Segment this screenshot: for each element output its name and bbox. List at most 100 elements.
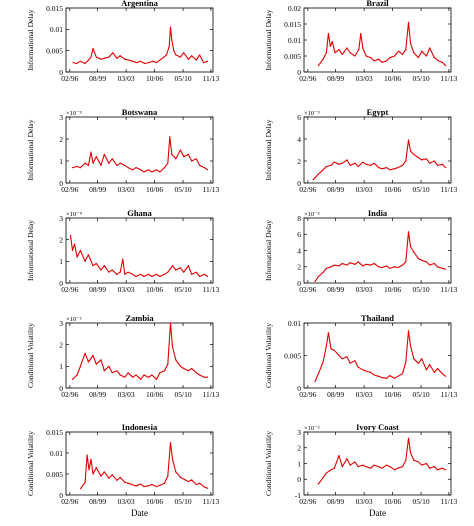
data-point <box>441 373 443 375</box>
x-tick-label: 03/03 <box>356 285 373 294</box>
data-point <box>370 371 372 373</box>
y-tick-label: 0.01 <box>288 36 301 45</box>
x-tick-label: 05/10 <box>413 74 430 83</box>
data-point <box>203 486 205 488</box>
data-point <box>409 245 412 248</box>
data-point <box>140 378 142 380</box>
x-tick-label: 10/06 <box>384 390 401 399</box>
data-point <box>155 62 158 64</box>
data-point <box>76 374 78 376</box>
x-tick-label: 03/03 <box>118 74 135 83</box>
data-point <box>86 454 88 456</box>
data-point <box>370 57 372 59</box>
data-point <box>333 264 335 266</box>
x-tick-label: 11/13 <box>440 74 457 83</box>
x-tick-label: 10/06 <box>384 497 401 506</box>
data-point <box>393 469 396 471</box>
data-point <box>421 358 423 360</box>
data-point <box>325 52 327 54</box>
data-point <box>417 461 420 463</box>
data-point <box>401 264 404 266</box>
data-point <box>187 265 189 267</box>
data-point <box>325 345 327 347</box>
y-axis-multiplier: ×10⁻³ <box>66 316 82 323</box>
data-point <box>163 273 166 275</box>
data-point <box>330 164 332 166</box>
data-point <box>425 261 427 263</box>
data-point <box>140 60 142 62</box>
data-point <box>338 354 340 357</box>
data-point <box>381 467 383 469</box>
chart-title: Indonesia <box>122 422 158 432</box>
x-tick-label: 08/99 <box>89 74 106 83</box>
data-point <box>143 275 145 278</box>
data-point <box>373 60 375 62</box>
data-point <box>151 374 153 376</box>
data-point <box>346 458 348 460</box>
data-point <box>175 158 177 160</box>
x-tick-label: 02/96 <box>61 74 78 83</box>
data-point <box>122 258 124 260</box>
data-point <box>330 348 332 350</box>
y-tick-label: 3 <box>59 113 63 122</box>
plot-frame <box>303 217 452 284</box>
x-tick-label: 11/13 <box>202 390 219 399</box>
data-point <box>425 462 427 465</box>
data-point <box>401 466 404 468</box>
data-point <box>148 273 150 275</box>
x-tick-label: 05/10 <box>175 74 192 83</box>
data-point <box>140 169 142 171</box>
data-point <box>108 365 110 367</box>
data-point <box>132 273 134 275</box>
data-point <box>175 269 177 271</box>
data-point <box>409 150 412 152</box>
data-point <box>175 54 177 56</box>
data-point <box>317 173 320 175</box>
data-point <box>357 261 359 263</box>
data-point <box>84 481 86 483</box>
y-tick-label: 3 <box>59 214 63 223</box>
data-point <box>325 165 327 168</box>
data-point <box>389 466 391 468</box>
data-point <box>433 371 435 373</box>
data-point <box>132 484 134 486</box>
x-tick-label: 05/10 <box>413 390 430 399</box>
data-point <box>373 464 375 466</box>
y-tick-label: -1 <box>295 491 301 500</box>
data-point <box>206 487 209 489</box>
data-point <box>397 467 399 469</box>
data-point <box>417 57 420 59</box>
data-point <box>330 266 332 268</box>
data-point <box>132 60 134 62</box>
data-point <box>132 376 134 378</box>
data-point <box>195 483 197 486</box>
y-axis-label: Conditional Volatility <box>26 323 35 388</box>
data-point <box>421 464 423 466</box>
data-point <box>314 280 316 282</box>
data-point <box>437 60 439 62</box>
data-point <box>116 370 118 372</box>
data-point <box>317 65 320 67</box>
data-point <box>195 372 197 374</box>
data-point <box>365 263 367 265</box>
data-point <box>349 262 351 264</box>
data-point <box>171 39 173 41</box>
data-point <box>103 265 105 267</box>
data-point <box>338 163 340 165</box>
data-point <box>405 49 407 51</box>
y-axis-label: Conditional Volatility <box>264 431 273 496</box>
data-point <box>437 469 439 471</box>
data-point <box>409 451 412 454</box>
data-point <box>72 62 74 64</box>
plot-frame <box>303 322 452 389</box>
x-tick-label: 05/10 <box>175 285 192 294</box>
chart-panel-india: India 0 2 4 6 8 ×10⁻³ 02/96 08/99 03/03 10/06 05/10… <box>264 208 458 294</box>
data-point <box>119 271 121 273</box>
data-point <box>84 260 86 262</box>
data-point <box>322 361 324 363</box>
y-axis-label: Informational Delay <box>264 220 273 281</box>
x-tick-label: 05/10 <box>413 497 430 506</box>
x-tick-label: 08/99 <box>327 390 344 399</box>
y-axis-multiplier: ×10⁻⁴ <box>66 211 83 218</box>
